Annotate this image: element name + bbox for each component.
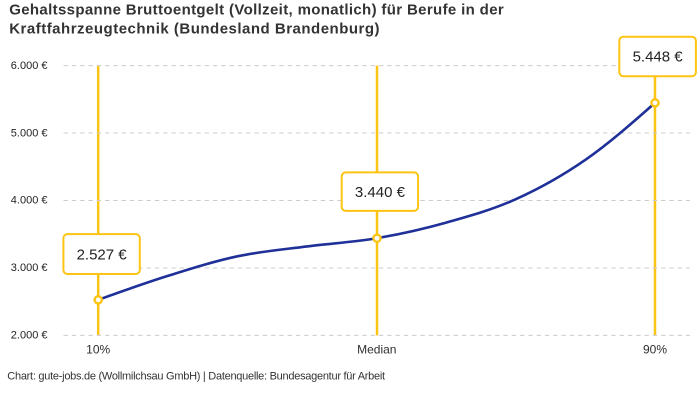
svg-text:2.000 €: 2.000 € <box>11 330 48 342</box>
svg-text:10%: 10% <box>86 343 110 357</box>
svg-text:5.000 €: 5.000 € <box>11 127 48 139</box>
svg-text:3.440 €: 3.440 € <box>355 184 406 201</box>
svg-text:90%: 90% <box>643 343 667 357</box>
svg-text:2.527 €: 2.527 € <box>77 247 128 264</box>
svg-text:6.000 €: 6.000 € <box>11 60 48 72</box>
svg-text:Kraftfahrzeugtechnik (Bundesla: Kraftfahrzeugtechnik (Bundesland Branden… <box>9 20 380 37</box>
svg-text:Median: Median <box>357 343 396 357</box>
svg-text:5.448 €: 5.448 € <box>633 49 684 66</box>
svg-text:Chart: gute-jobs.de (Wollmilch: Chart: gute-jobs.de (Wollmilchsau GmbH) … <box>7 371 385 383</box>
svg-text:3.000 €: 3.000 € <box>11 262 48 274</box>
svg-text:4.000 €: 4.000 € <box>11 195 48 207</box>
svg-text:Gehaltsspanne Bruttoentgelt (V: Gehaltsspanne Bruttoentgelt (Vollzeit, m… <box>9 1 504 18</box>
